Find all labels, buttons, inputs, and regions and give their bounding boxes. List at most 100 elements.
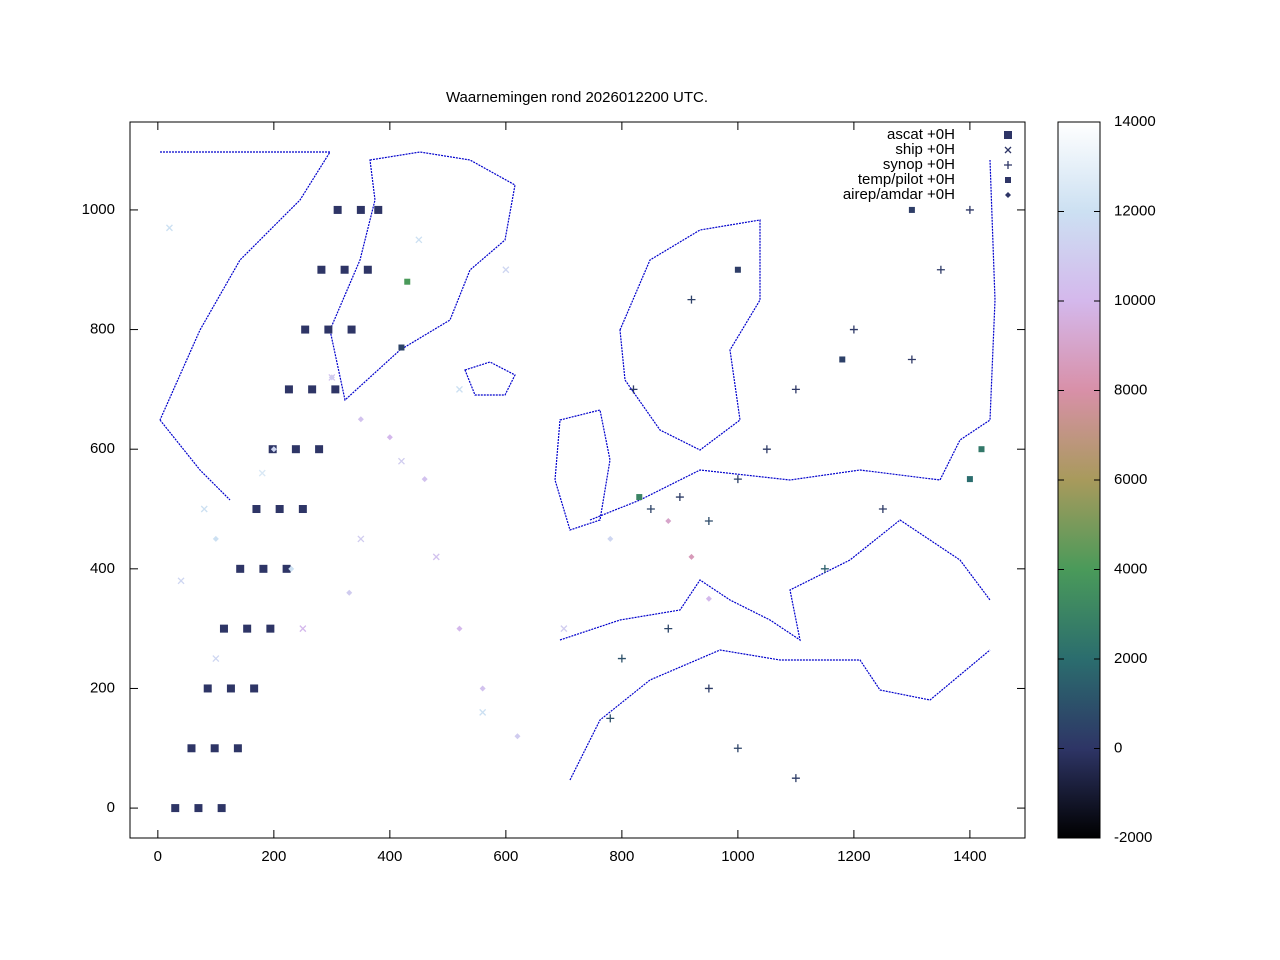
synop-point xyxy=(791,774,800,783)
y-tick-label: 600 xyxy=(90,440,115,457)
coast-canada xyxy=(159,151,332,501)
colorbar-tick-label: 12000 xyxy=(1114,202,1156,219)
airep-point xyxy=(607,535,614,542)
ascat-point xyxy=(315,445,324,454)
y-tick-label: 0 xyxy=(107,799,115,816)
legend-label: synop +0H xyxy=(883,156,955,173)
synop-point xyxy=(704,516,713,525)
ascat-point xyxy=(331,385,340,394)
x-tick-label: 1200 xyxy=(837,848,870,865)
airep-point xyxy=(479,685,486,692)
ascat-point xyxy=(233,744,242,753)
temp-point xyxy=(636,494,643,501)
legend-label: ascat +0H xyxy=(887,126,955,143)
ship-point xyxy=(165,224,173,232)
x-tick-label: 800 xyxy=(609,848,634,865)
coastlines xyxy=(159,151,996,781)
ascat-point xyxy=(187,744,196,753)
y-tick-label: 400 xyxy=(90,560,115,577)
legend-label: airep/amdar +0H xyxy=(843,186,955,203)
y-tick-label: 200 xyxy=(90,679,115,696)
synop-point xyxy=(629,385,638,394)
airep-point xyxy=(328,374,335,381)
ascat-point xyxy=(243,624,252,633)
airep-point xyxy=(386,434,393,441)
series xyxy=(606,205,974,783)
y-tick-label: 1000 xyxy=(82,201,115,218)
temp-point xyxy=(908,206,915,213)
synop-point xyxy=(1004,161,1012,169)
ascat-point xyxy=(210,744,219,753)
airep-point xyxy=(705,595,712,602)
synop-point xyxy=(704,684,713,693)
x-tick-label: 1000 xyxy=(721,848,754,865)
synop-point xyxy=(965,205,974,214)
temp-point xyxy=(978,446,985,453)
ship-point xyxy=(560,625,568,633)
temp-point xyxy=(398,344,405,351)
ship-point xyxy=(212,655,220,663)
ship-point xyxy=(397,457,405,465)
synop-point xyxy=(675,493,684,502)
synop-point xyxy=(733,475,742,484)
ascat-point xyxy=(284,385,293,394)
ascat-point xyxy=(250,684,259,693)
legend-label: ship +0H xyxy=(895,141,955,158)
coast-scandinavia xyxy=(619,219,761,451)
y-tick-label: 800 xyxy=(90,321,115,338)
coast-britain xyxy=(554,409,611,531)
synop-point xyxy=(849,325,858,334)
ship-point xyxy=(299,625,307,633)
airep-point xyxy=(357,416,364,423)
ascat-point xyxy=(291,445,300,454)
colorbar-tick-label: 0 xyxy=(1114,739,1122,756)
ascat-point xyxy=(171,804,180,813)
synop-point xyxy=(646,505,655,514)
ascat-point xyxy=(301,325,310,334)
synop-point xyxy=(936,265,945,274)
ascat-point xyxy=(308,385,317,394)
ascat-point xyxy=(275,505,284,514)
synop-point xyxy=(907,355,916,364)
colorbar-tick-label: 2000 xyxy=(1114,650,1147,667)
ship-point xyxy=(200,505,208,513)
airep-point xyxy=(1005,192,1011,198)
ship-point xyxy=(1004,146,1012,154)
ship-point xyxy=(479,708,487,716)
temp-point xyxy=(839,356,846,363)
synop-point xyxy=(617,654,626,663)
ascat-point xyxy=(333,205,342,214)
synop-point xyxy=(762,445,771,454)
colorbar-tick-label: 4000 xyxy=(1114,560,1147,577)
x-tick-label: 200 xyxy=(261,848,286,865)
coast-greenland xyxy=(329,151,516,402)
synop-point xyxy=(606,714,615,723)
temp-point xyxy=(966,476,973,483)
ascat-point xyxy=(374,205,383,214)
ascat-point xyxy=(298,505,307,514)
airep-point xyxy=(514,733,521,740)
series xyxy=(398,206,985,501)
colorbar-tick-label: 6000 xyxy=(1114,471,1147,488)
temp-point xyxy=(734,266,741,273)
airep-point xyxy=(346,589,353,596)
airep-point xyxy=(421,476,428,483)
ascat-point xyxy=(347,325,356,334)
ascat-point xyxy=(324,325,333,334)
colorbar-tick-label: -2000 xyxy=(1114,829,1152,846)
ascat-point xyxy=(317,265,326,274)
synop-point xyxy=(733,744,742,753)
ascat-point xyxy=(226,684,235,693)
ascat-point xyxy=(217,804,226,813)
synop-point xyxy=(664,624,673,633)
synop-point xyxy=(791,385,800,394)
chart-title: Waarnemingen rond 2026012200 UTC. xyxy=(446,89,708,106)
ascat-point xyxy=(252,505,261,514)
ascat-point xyxy=(356,205,365,214)
ascat-point xyxy=(363,265,372,274)
ship-point xyxy=(177,577,185,585)
ascat-point xyxy=(266,624,275,633)
ship-point xyxy=(502,266,510,274)
ship-point xyxy=(456,385,463,393)
